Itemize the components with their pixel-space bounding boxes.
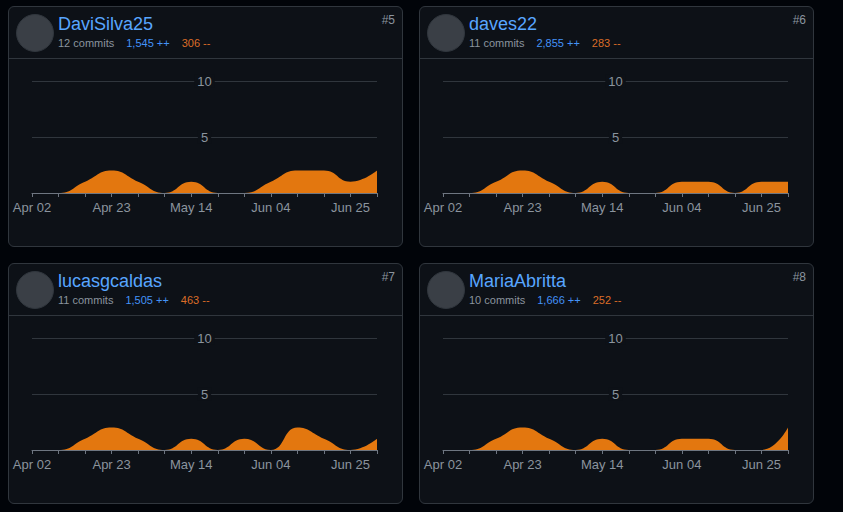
html-text:lucasgcaldas: lucasgcaldas — [58, 271, 163, 291]
svg-text:Apr 23: Apr 23 — [503, 457, 541, 472]
svg-text:Jun 25: Jun 25 — [331, 200, 370, 215]
svg-text:5: 5 — [201, 387, 208, 402]
html-text:10 commits: 10 commits — [469, 294, 526, 306]
svg-text:Apr 02: Apr 02 — [13, 457, 51, 472]
svg-text:Apr 23: Apr 23 — [92, 200, 130, 215]
html-text:#8: #8 — [792, 270, 806, 284]
html-text:12 commits: 12 commits — [58, 37, 115, 49]
svg-text:10: 10 — [608, 331, 622, 346]
html-text:DaviSilva25: DaviSilva25 — [58, 14, 153, 34]
svg-text:Apr 23: Apr 23 — [503, 200, 541, 215]
svg-text:May 14: May 14 — [170, 200, 213, 215]
svg-text:Jun 04: Jun 04 — [251, 200, 290, 215]
svg-text:Jun 25: Jun 25 — [742, 200, 781, 215]
html-text:11 commits: 11 commits — [58, 294, 114, 306]
html-text:daves22: daves22 — [469, 14, 538, 34]
svg-text:May 14: May 14 — [581, 200, 624, 215]
html-text:#5: #5 — [381, 13, 395, 27]
html-text:252 --: 252 -- — [592, 294, 622, 306]
html-text:1,666 ++: 1,666 ++ — [537, 294, 581, 306]
svg-text:10: 10 — [608, 74, 622, 89]
html-text:2,855 ++: 2,855 ++ — [536, 37, 580, 49]
svg-text:10: 10 — [197, 74, 211, 89]
svg-text:Apr 02: Apr 02 — [424, 457, 462, 472]
svg-text:5: 5 — [612, 387, 619, 402]
svg-text:10: 10 — [197, 331, 211, 346]
html-text:1,545 ++: 1,545 ++ — [126, 37, 170, 49]
svg-text:5: 5 — [612, 130, 619, 145]
svg-text:Jun 25: Jun 25 — [331, 457, 370, 472]
svg-text:May 14: May 14 — [170, 457, 213, 472]
html-text:MariaAbritta: MariaAbritta — [469, 271, 566, 291]
svg-text:Apr 23: Apr 23 — [92, 457, 130, 472]
html-text:11 commits: 11 commits — [469, 37, 525, 49]
svg-text:Apr 02: Apr 02 — [13, 200, 51, 215]
html-text:463 --: 463 -- — [180, 294, 210, 306]
html-text:306 --: 306 -- — [181, 37, 211, 49]
html-text:#6: #6 — [792, 13, 806, 27]
html-text:#7: #7 — [381, 270, 395, 284]
svg-text:Jun 04: Jun 04 — [662, 200, 701, 215]
svg-text:Jun 04: Jun 04 — [251, 457, 290, 472]
svg-text:Jun 25: Jun 25 — [742, 457, 781, 472]
svg-text:5: 5 — [201, 130, 208, 145]
svg-text:Jun 04: Jun 04 — [662, 457, 701, 472]
svg-text:Apr 02: Apr 02 — [424, 200, 462, 215]
html-text:283 --: 283 -- — [591, 37, 621, 49]
html-text:1,505 ++: 1,505 ++ — [125, 294, 169, 306]
svg-text:May 14: May 14 — [581, 457, 624, 472]
